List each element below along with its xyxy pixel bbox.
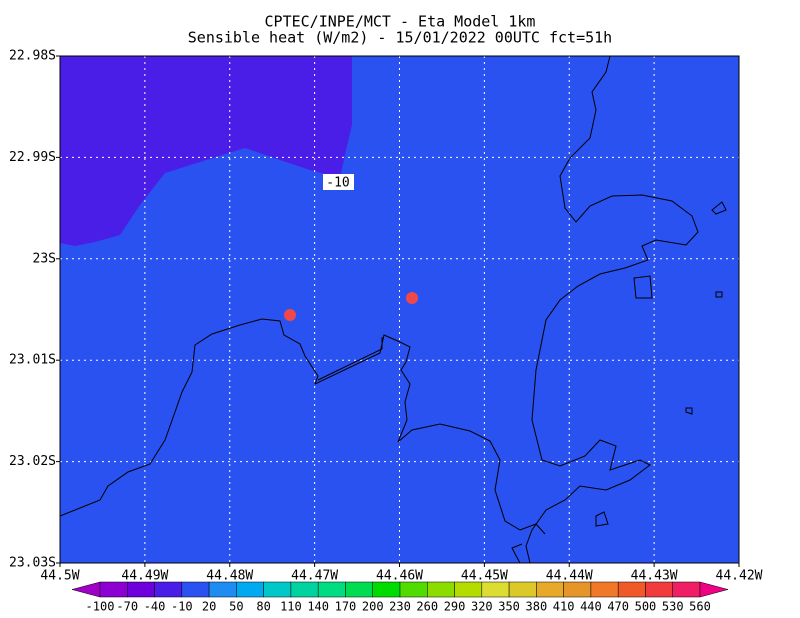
grid (60, 56, 739, 563)
colorbar-label: 170 (335, 600, 357, 614)
coastline (59, 55, 727, 564)
colorbar-label: 350 (498, 600, 520, 614)
colorbar-box (481, 581, 510, 598)
colorbar-label: -100 (86, 600, 115, 614)
station-marker (406, 292, 418, 304)
colorbar-label: 470 (607, 600, 629, 614)
colorbar-label: 560 (689, 600, 711, 614)
subtitle: Sensible heat (W/m2) - 15/01/2022 00UTC … (188, 29, 612, 47)
colorbar-box (99, 581, 128, 598)
colorbar-box (372, 581, 401, 598)
colorbar-label: 440 (580, 600, 602, 614)
colorbar-box (563, 581, 592, 598)
colorbar-box (536, 581, 564, 598)
station-marker (284, 309, 296, 321)
lon-label: 44.44W (546, 569, 593, 584)
colorbar-box (181, 581, 210, 598)
lat-label: 22.99S (9, 150, 56, 165)
lon-label: 44.42W (716, 569, 763, 584)
title: CPTEC/INPE/MCT - Eta Model 1km (265, 13, 536, 31)
colorbar-box (317, 581, 346, 598)
field-region (60, 56, 352, 246)
lat-label: 22.98S (9, 49, 56, 64)
lat-label: 23.02S (9, 454, 56, 469)
colorbar-label: 410 (553, 600, 575, 614)
lon-label: 44.5W (40, 569, 79, 584)
colorbar-label: 140 (307, 600, 329, 614)
colorbar-box (617, 581, 646, 598)
colorbar-box (590, 581, 619, 598)
colorbar-label: 320 (471, 600, 493, 614)
colorbar-label: 260 (416, 600, 438, 614)
colorbar-label: 200 (362, 600, 384, 614)
colorbar-label: 290 (444, 600, 466, 614)
contour-label-bg (323, 174, 354, 190)
lon-label: 44.48W (206, 569, 253, 584)
colorbar-label: -40 (144, 600, 166, 614)
colorbar-label: 530 (662, 600, 684, 614)
colorbar-box (672, 581, 701, 598)
colorbar-label: 80 (256, 600, 270, 614)
colorbar-label: 110 (280, 600, 302, 614)
colorbar-label: 380 (526, 600, 548, 614)
colorbar-box (508, 581, 537, 598)
colorbar-box (399, 581, 428, 598)
colorbar-box (290, 581, 319, 598)
lat-label: 23.03S (9, 556, 56, 571)
lat-label: 23S (33, 251, 56, 266)
colorbar-box (236, 581, 264, 598)
colorbar-box (427, 581, 455, 598)
lon-label: 44.43W (631, 569, 678, 584)
colorbar-box (454, 581, 483, 598)
colorbar-box (263, 581, 292, 598)
colorbar-box (208, 581, 237, 598)
colorbar-box (645, 581, 673, 598)
lat-label: 23.01S (9, 353, 56, 368)
colorbar-end (699, 581, 729, 598)
colorbar-label: -70 (116, 600, 138, 614)
lon-label: 44.46W (376, 569, 423, 584)
colorbar-box (127, 581, 155, 598)
lon-label: 44.47W (291, 569, 338, 584)
colorbar-label: -10 (171, 600, 193, 614)
contour-label: -10 (326, 176, 349, 191)
colorbar-label: 50 (229, 600, 243, 614)
colorbar-label: 230 (389, 600, 411, 614)
colorbar-label: 20 (202, 600, 216, 614)
colorbar-box (154, 581, 183, 598)
colorbar-end (71, 581, 101, 598)
colorbar-label: 500 (635, 600, 657, 614)
colorbar-box (345, 581, 373, 598)
lon-label: 44.45W (461, 569, 508, 584)
lon-label: 44.49W (121, 569, 168, 584)
